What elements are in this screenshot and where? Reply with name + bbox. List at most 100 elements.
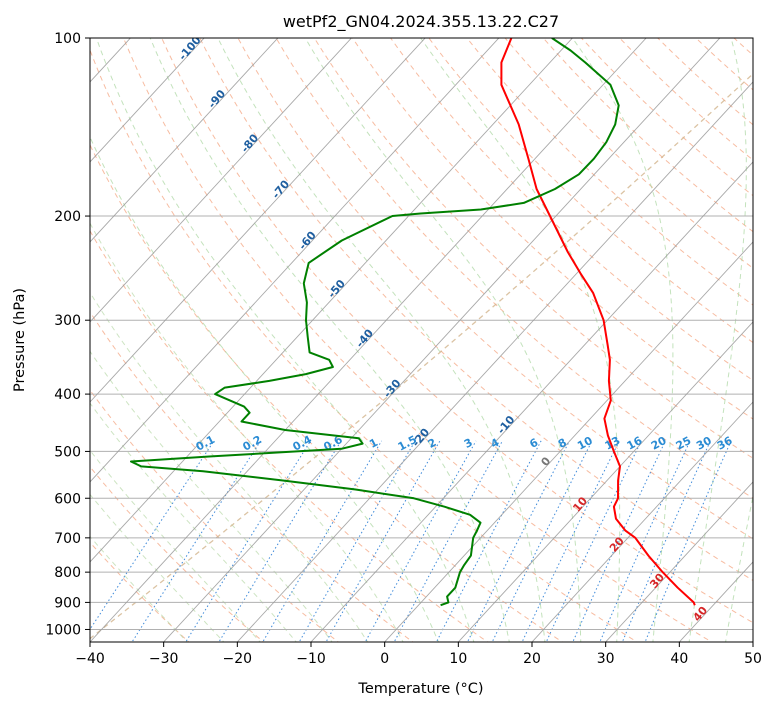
- plot-frame: [89, 37, 754, 643]
- dry-adiabat-line: [313, 38, 753, 459]
- moist-adiabat-line: [217, 38, 546, 642]
- moist-adiabat-line: [420, 38, 621, 642]
- y-tick-label: 500: [54, 444, 81, 460]
- dry-adiabat-line: [90, 465, 265, 642]
- grid-lines: [90, 38, 753, 630]
- isotherm-label: -30: [381, 377, 404, 401]
- mixing-ratio-label: 16: [625, 434, 645, 453]
- y-tick-label: 200: [54, 209, 81, 225]
- isotherm-label: -40: [353, 326, 376, 350]
- mixing-ratio-lines: [90, 440, 732, 642]
- isotherm-line: [90, 38, 426, 403]
- dry-adiabats: [90, 38, 753, 642]
- mixing-ratio-label: 25: [674, 434, 694, 453]
- mixing-ratio-line: [393, 440, 503, 642]
- x-tick-label: −20: [223, 651, 253, 667]
- dry-adiabat-line: [275, 38, 753, 499]
- x-axis-label: Temperature (°C): [357, 681, 483, 697]
- moist-adiabat-line: [90, 350, 333, 642]
- x-tick-label: −40: [75, 651, 105, 667]
- reference-curve: [90, 72, 753, 640]
- dry-adiabat-line: [90, 541, 190, 642]
- y-axis-ticks: 100 200 300 400 500 600 700 800 900 1000: [45, 31, 90, 638]
- dry-adiabat-line: [90, 389, 340, 642]
- dry-adiabat-line: [389, 38, 753, 382]
- temperature-profile-line: [500, 38, 696, 606]
- mixing-ratio-label: 30: [694, 434, 714, 453]
- mixing-ratio-label: 1: [367, 436, 380, 451]
- mixing-ratio-line: [298, 440, 416, 642]
- moist-adiabat-line: [90, 291, 369, 642]
- y-tick-label: 1000: [45, 622, 81, 638]
- isotherm-line: [236, 81, 753, 642]
- y-tick-label: 300: [54, 313, 81, 329]
- isotherm-line: [457, 321, 753, 642]
- dry-adiabat-line: [199, 38, 753, 581]
- dry-adiabat-line: [733, 38, 753, 56]
- mixing-ratio-line: [90, 440, 215, 631]
- mixing-ratio-label: 0.1: [194, 433, 217, 454]
- isotherm-line: [90, 38, 205, 163]
- moist-adiabats: [90, 38, 753, 642]
- moist-adiabat-line: [90, 402, 297, 642]
- isotherm-label: -10: [495, 413, 518, 437]
- y-tick-label: 700: [54, 531, 81, 547]
- mixing-ratio-line: [521, 440, 620, 642]
- isotherm-line: [90, 38, 279, 243]
- x-axis-ticks: −40 −30 −20 −10 0 10 20 30 40 50: [75, 642, 762, 667]
- x-tick-label: 10: [449, 651, 467, 667]
- mixing-ratio-line: [466, 440, 570, 642]
- mixing-ratio-line: [185, 440, 311, 642]
- dry-adiabat-line: [618, 38, 753, 161]
- isotherm-label: -70: [269, 177, 292, 201]
- isotherm-line: [752, 641, 753, 642]
- isotherm-line: [0, 25, 69, 645]
- moist-adiabat-line: [90, 449, 261, 642]
- dry-adiabat-line: [428, 38, 753, 344]
- isotherm-line: [90, 38, 353, 323]
- mixing-ratio-line: [325, 440, 441, 642]
- dry-adiabat-line: [122, 38, 713, 642]
- isotherm-line: [162, 38, 721, 642]
- isotherm-line: [604, 481, 753, 642]
- mixing-ratio-line: [262, 440, 383, 642]
- mixing-ratio-label: 4: [489, 436, 502, 451]
- moist-adiabat-line: [95, 38, 475, 642]
- mixing-ratio-label: 6: [527, 436, 540, 451]
- dry-adiabat-line: [542, 38, 753, 233]
- mixing-ratio-label: 8: [556, 436, 569, 451]
- y-tick-label: 900: [54, 595, 81, 611]
- dry-adiabat-line: [90, 229, 489, 642]
- mixing-ratio-label: 36: [715, 434, 735, 453]
- chart-title: wetPf2_GN04.2024.355.13.22.C27: [283, 12, 559, 32]
- moist-adiabat-line: [90, 493, 225, 642]
- isotherm-label: -60: [296, 229, 319, 253]
- dry-adiabat-line: [90, 311, 414, 642]
- mixing-ratio-label: 10: [575, 434, 595, 453]
- y-tick-label: 100: [54, 31, 81, 47]
- y-axis-label: Pressure (hPa): [12, 288, 28, 392]
- moist-adiabat-line: [90, 222, 404, 642]
- dry-adiabat-line: [90, 143, 564, 642]
- moist-adiabat-line: [149, 38, 510, 642]
- dry-adiabat-line: [656, 38, 753, 126]
- mixing-ratio-line: [218, 440, 342, 642]
- isotherm-line: [90, 38, 647, 642]
- dry-adiabat-line: [90, 48, 638, 642]
- isotherm-line: [383, 241, 753, 642]
- x-tick-label: 30: [597, 651, 615, 667]
- dry-adiabat-line: [695, 38, 753, 91]
- isotherm-line: [90, 38, 500, 483]
- mixing-ratio-label: 3: [462, 436, 475, 451]
- x-tick-label: 50: [744, 651, 762, 667]
- isotherm-label: -80: [238, 131, 261, 155]
- isotherm-line: [531, 401, 753, 642]
- dry-adiabat-line: [237, 38, 753, 540]
- mixing-ratio-line: [644, 440, 732, 642]
- isotherm-label: 40: [690, 604, 710, 624]
- dry-adiabat-line: [351, 38, 753, 420]
- y-tick-label: 400: [54, 387, 81, 403]
- x-tick-label: 20: [523, 651, 541, 667]
- mixing-ratio-line: [131, 440, 262, 642]
